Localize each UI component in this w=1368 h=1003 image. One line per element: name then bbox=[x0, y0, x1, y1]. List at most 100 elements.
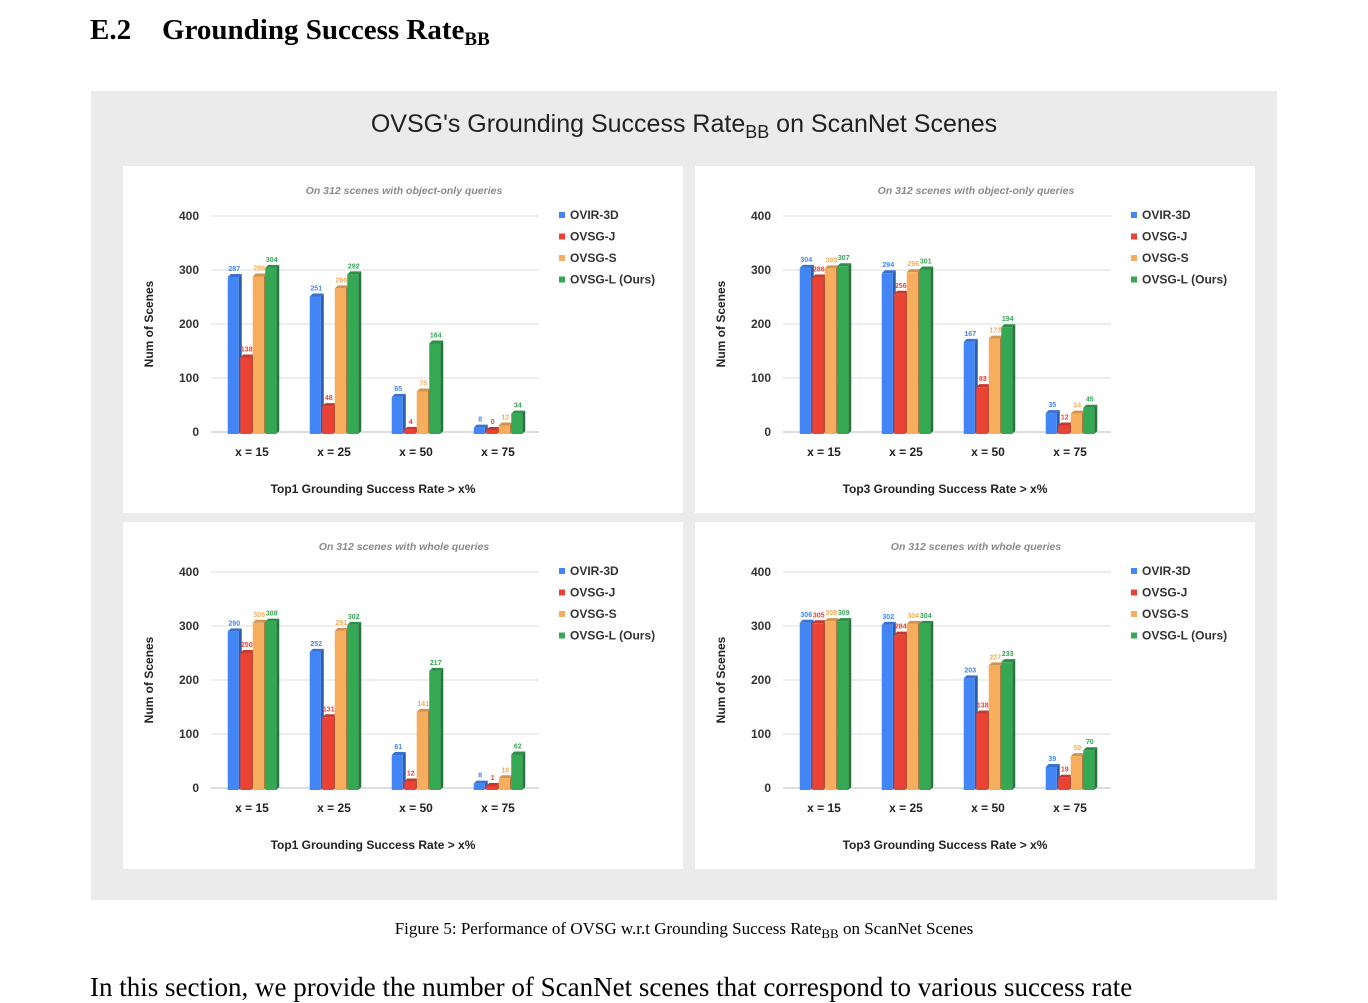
bar-top bbox=[511, 751, 526, 755]
bar-top bbox=[894, 290, 909, 294]
legend-label: OVSG-L (Ours) bbox=[1142, 629, 1227, 643]
caption-suffix: on ScanNet Scenes bbox=[838, 919, 974, 938]
chart-title: On 312 scenes with whole queries bbox=[319, 541, 490, 553]
bar-top bbox=[227, 628, 242, 632]
bar-top bbox=[473, 424, 488, 428]
bar-top bbox=[429, 667, 444, 671]
bar-side bbox=[930, 620, 934, 790]
bar-top bbox=[404, 778, 419, 782]
bar-top bbox=[799, 619, 814, 623]
y-tick-label: 400 bbox=[751, 209, 771, 223]
bar-side bbox=[522, 751, 526, 790]
bar bbox=[812, 623, 824, 790]
bar bbox=[881, 273, 893, 434]
bar-chart: On 312 scenes with object-only queries01… bbox=[142, 185, 655, 496]
bar bbox=[799, 267, 811, 434]
bar-side bbox=[848, 618, 852, 790]
data-label: 308 bbox=[266, 611, 278, 618]
legend-swatch bbox=[1131, 276, 1137, 283]
bar bbox=[416, 711, 428, 790]
x-tick-label: x = 50 bbox=[971, 801, 1005, 815]
bar-side bbox=[402, 393, 406, 434]
data-label: 164 bbox=[430, 332, 442, 339]
bar-top bbox=[812, 620, 827, 624]
bar bbox=[1083, 750, 1095, 790]
bar-top bbox=[976, 384, 991, 388]
bar bbox=[322, 406, 334, 434]
y-tick-label: 400 bbox=[179, 209, 199, 223]
bar-side bbox=[1012, 659, 1016, 790]
bar bbox=[391, 755, 403, 790]
bar-top bbox=[1058, 422, 1073, 426]
data-label: 167 bbox=[964, 331, 976, 338]
legend-label: OVSG-J bbox=[570, 230, 615, 244]
bar-top bbox=[1083, 404, 1098, 408]
x-tick-label: x = 15 bbox=[807, 445, 841, 459]
y-axis-label: Num of Scenes bbox=[142, 636, 156, 723]
bar bbox=[309, 296, 321, 434]
data-label: 19 bbox=[1061, 767, 1069, 774]
bar bbox=[265, 621, 277, 790]
data-label: 65 bbox=[394, 386, 402, 393]
bar bbox=[416, 391, 428, 434]
data-label: 288 bbox=[253, 265, 265, 272]
bar-top bbox=[1001, 324, 1016, 328]
x-tick-label: x = 50 bbox=[971, 445, 1005, 459]
bar bbox=[976, 713, 988, 790]
data-label: 34 bbox=[514, 403, 522, 410]
bar-top bbox=[391, 752, 406, 756]
data-label: 138 bbox=[977, 702, 989, 709]
bar bbox=[963, 678, 975, 790]
data-label: 304 bbox=[266, 257, 278, 264]
bar bbox=[812, 277, 824, 434]
bar-top bbox=[1070, 753, 1085, 757]
legend-label: OVIR-3D bbox=[1142, 564, 1191, 578]
legend-swatch bbox=[1131, 568, 1137, 574]
bar bbox=[837, 621, 849, 790]
bar-top bbox=[1045, 763, 1060, 767]
bar bbox=[1070, 756, 1082, 790]
bar bbox=[240, 357, 252, 434]
bar-top bbox=[919, 620, 934, 624]
legend-label: OVIR-3D bbox=[1142, 208, 1191, 222]
bar bbox=[227, 631, 239, 790]
y-axis-label: Num of Scenes bbox=[142, 280, 156, 367]
data-label: 256 bbox=[895, 283, 907, 290]
bar-top bbox=[334, 627, 349, 631]
bar bbox=[894, 634, 906, 790]
y-axis-label: Num of Scenes bbox=[714, 636, 728, 723]
y-tick-label: 400 bbox=[751, 565, 771, 579]
legend-label: OVSG-J bbox=[1142, 230, 1187, 244]
bar-top bbox=[265, 618, 280, 622]
bar bbox=[473, 783, 485, 790]
bar bbox=[1058, 425, 1070, 434]
bar bbox=[347, 624, 359, 790]
bar-top bbox=[1058, 774, 1073, 778]
data-label: 35 bbox=[1048, 402, 1056, 409]
data-label: 292 bbox=[348, 263, 360, 270]
bar bbox=[252, 622, 264, 790]
y-tick-label: 100 bbox=[179, 371, 199, 385]
y-tick-label: 300 bbox=[751, 263, 771, 277]
bar-top bbox=[429, 340, 444, 344]
bar-top bbox=[976, 710, 991, 714]
bar bbox=[486, 430, 498, 434]
bar bbox=[1070, 413, 1082, 434]
legend-swatch bbox=[559, 212, 565, 218]
data-label: 12 bbox=[1061, 415, 1069, 422]
bar bbox=[1045, 413, 1057, 434]
figure-title: OVSG's Grounding Success RateBB on ScanN… bbox=[91, 110, 1277, 143]
bar-top bbox=[837, 263, 852, 267]
y-tick-label: 0 bbox=[192, 425, 199, 439]
data-label: 12 bbox=[501, 415, 509, 422]
section-heading: E.2 Grounding Success RateBB bbox=[90, 14, 490, 51]
data-label: 287 bbox=[228, 266, 240, 273]
chart-title: On 312 scenes with whole queries bbox=[891, 541, 1062, 553]
data-label: 304 bbox=[800, 257, 812, 264]
x-tick-label: x = 15 bbox=[235, 801, 269, 815]
y-tick-label: 0 bbox=[192, 781, 199, 795]
bar-top bbox=[1083, 747, 1098, 751]
bar-top bbox=[404, 426, 419, 430]
data-label: 286 bbox=[813, 267, 825, 274]
legend-label: OVSG-L (Ours) bbox=[570, 273, 655, 287]
